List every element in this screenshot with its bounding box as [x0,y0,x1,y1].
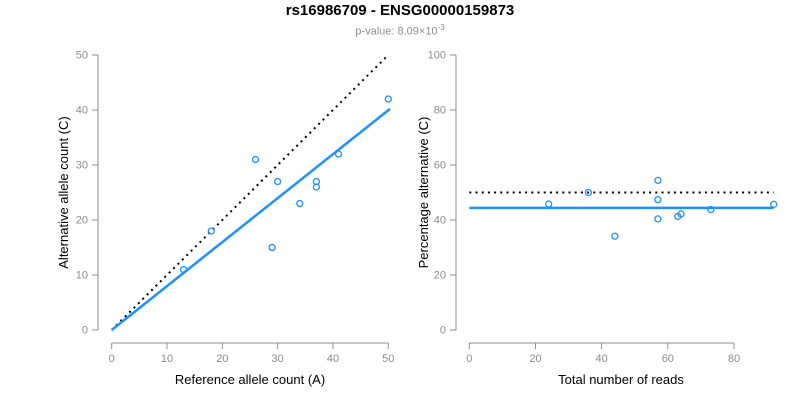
p-value-exponent: -3 [437,23,445,32]
data-point [268,243,276,252]
y-tick-label: 0 [440,325,446,337]
x-tick-label: 40 [327,353,339,365]
x-tick-label: 60 [662,353,674,365]
data-point [707,205,715,214]
y-tick-label: 60 [434,160,446,172]
y-axis-label: Percentage alternative (C) [416,117,431,269]
x-tick-label: 10 [161,353,173,365]
data-point [584,188,593,197]
x-tick-label: 0 [466,353,472,365]
x-tick-label: 20 [529,353,541,365]
data-point [654,215,662,223]
y-axis-label: Alternative allele count (C) [56,116,71,268]
p-value-text: p-value: 8.09×10 [355,25,438,38]
x-tick-label: 80 [728,353,740,365]
data-point [384,95,392,103]
y-tick-label: 50 [76,50,88,62]
figure-header: rs16986709 - ENSG00000159873 p-value: 8.… [0,3,800,38]
y-tick-label: 10 [76,270,88,282]
y-tick-label: 0 [82,325,88,337]
y-tick-label: 20 [76,215,88,227]
x-tick-label: 40 [596,353,608,365]
data-point [654,195,662,204]
data-point [654,176,662,185]
x-axis-label: Reference allele count (A) [175,372,325,387]
y-tick-label: 40 [434,215,446,227]
data-point [207,227,215,235]
data-point [274,177,282,186]
data-point [545,200,553,208]
y-tick-label: 40 [76,105,88,117]
p-value-subtitle: p-value: 8.09×10-3 [0,22,800,38]
x-tick-label: 30 [272,353,284,365]
regression-line [110,107,391,331]
data-point [334,150,343,158]
data-point [312,177,321,186]
data-point [611,232,619,240]
data-point [677,210,685,218]
x-tick-label: 20 [216,353,228,365]
left-scatter-plot: 0 10 20 30 40 50 0 10 20 30 40 50 Reference allele c… [56,50,394,388]
y-tick-label: 30 [76,160,88,172]
x-tick-label: 0 [109,353,115,365]
y-tick-label: 100 [428,50,446,62]
x-tick-label: 50 [382,353,394,365]
data-point [296,199,304,208]
data-point [179,265,188,274]
identity-line [110,54,390,331]
y-tick-label: 80 [434,105,446,117]
data-point [251,155,260,164]
right-scatter-plot: 0 20 40 60 80 100 0 20 40 60 80 Total number of rea… [416,50,778,387]
figure-title: rs16986709 - ENSG00000159873 [285,2,515,19]
x-axis-label: Total number of reads [558,372,684,387]
y-tick-label: 20 [434,270,446,282]
data-point [770,200,778,208]
